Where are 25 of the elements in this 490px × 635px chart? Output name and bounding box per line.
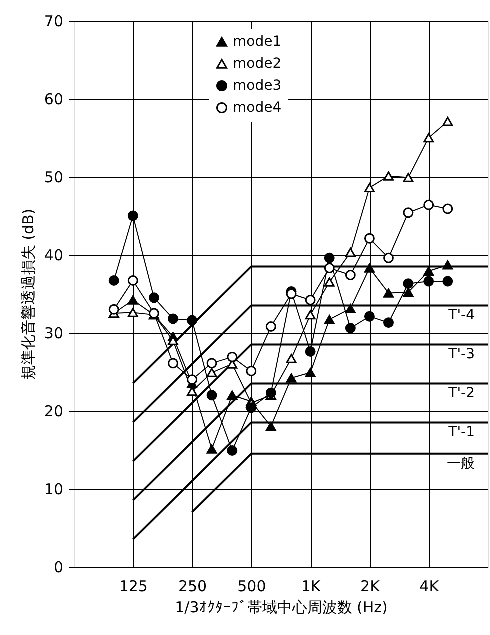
- x-tick-label: 4K: [420, 578, 440, 596]
- series-label: T'-4: [448, 308, 476, 324]
- y-tick-label: 20: [44, 402, 64, 420]
- series-label: 一般: [447, 456, 475, 472]
- x-axis-title: 1/3ｵｸﾀｰﾌﾞ帯域中心周波数 (Hz): [175, 598, 388, 616]
- y-axis-title: 規準化音響透過損失 (dB): [19, 208, 38, 380]
- x-tick-label: 2K: [360, 578, 382, 596]
- y-tick-label: 0: [54, 558, 64, 576]
- series-label: T'-1: [448, 424, 475, 441]
- y-tick-label: 50: [44, 168, 64, 186]
- x-tick-label: 500: [238, 578, 266, 596]
- x-tick-label: 250: [178, 578, 208, 596]
- legend-label: mode4: [233, 100, 282, 116]
- legend-label: mode1: [233, 34, 282, 50]
- y-tick-label: 30: [44, 324, 64, 342]
- series-label: T'-2: [448, 386, 475, 402]
- y-tick-label: 60: [44, 90, 64, 108]
- x-tick-label: 1K: [301, 578, 322, 596]
- series-label: T'-3: [448, 346, 475, 363]
- y-tick-label: 70: [44, 12, 64, 30]
- x-tick-label: 125: [119, 578, 148, 596]
- legend-label: mode3: [233, 78, 282, 94]
- y-tick-label: 40: [44, 246, 64, 264]
- legend-label: mode2: [233, 56, 282, 72]
- y-tick-label: 10: [44, 480, 64, 498]
